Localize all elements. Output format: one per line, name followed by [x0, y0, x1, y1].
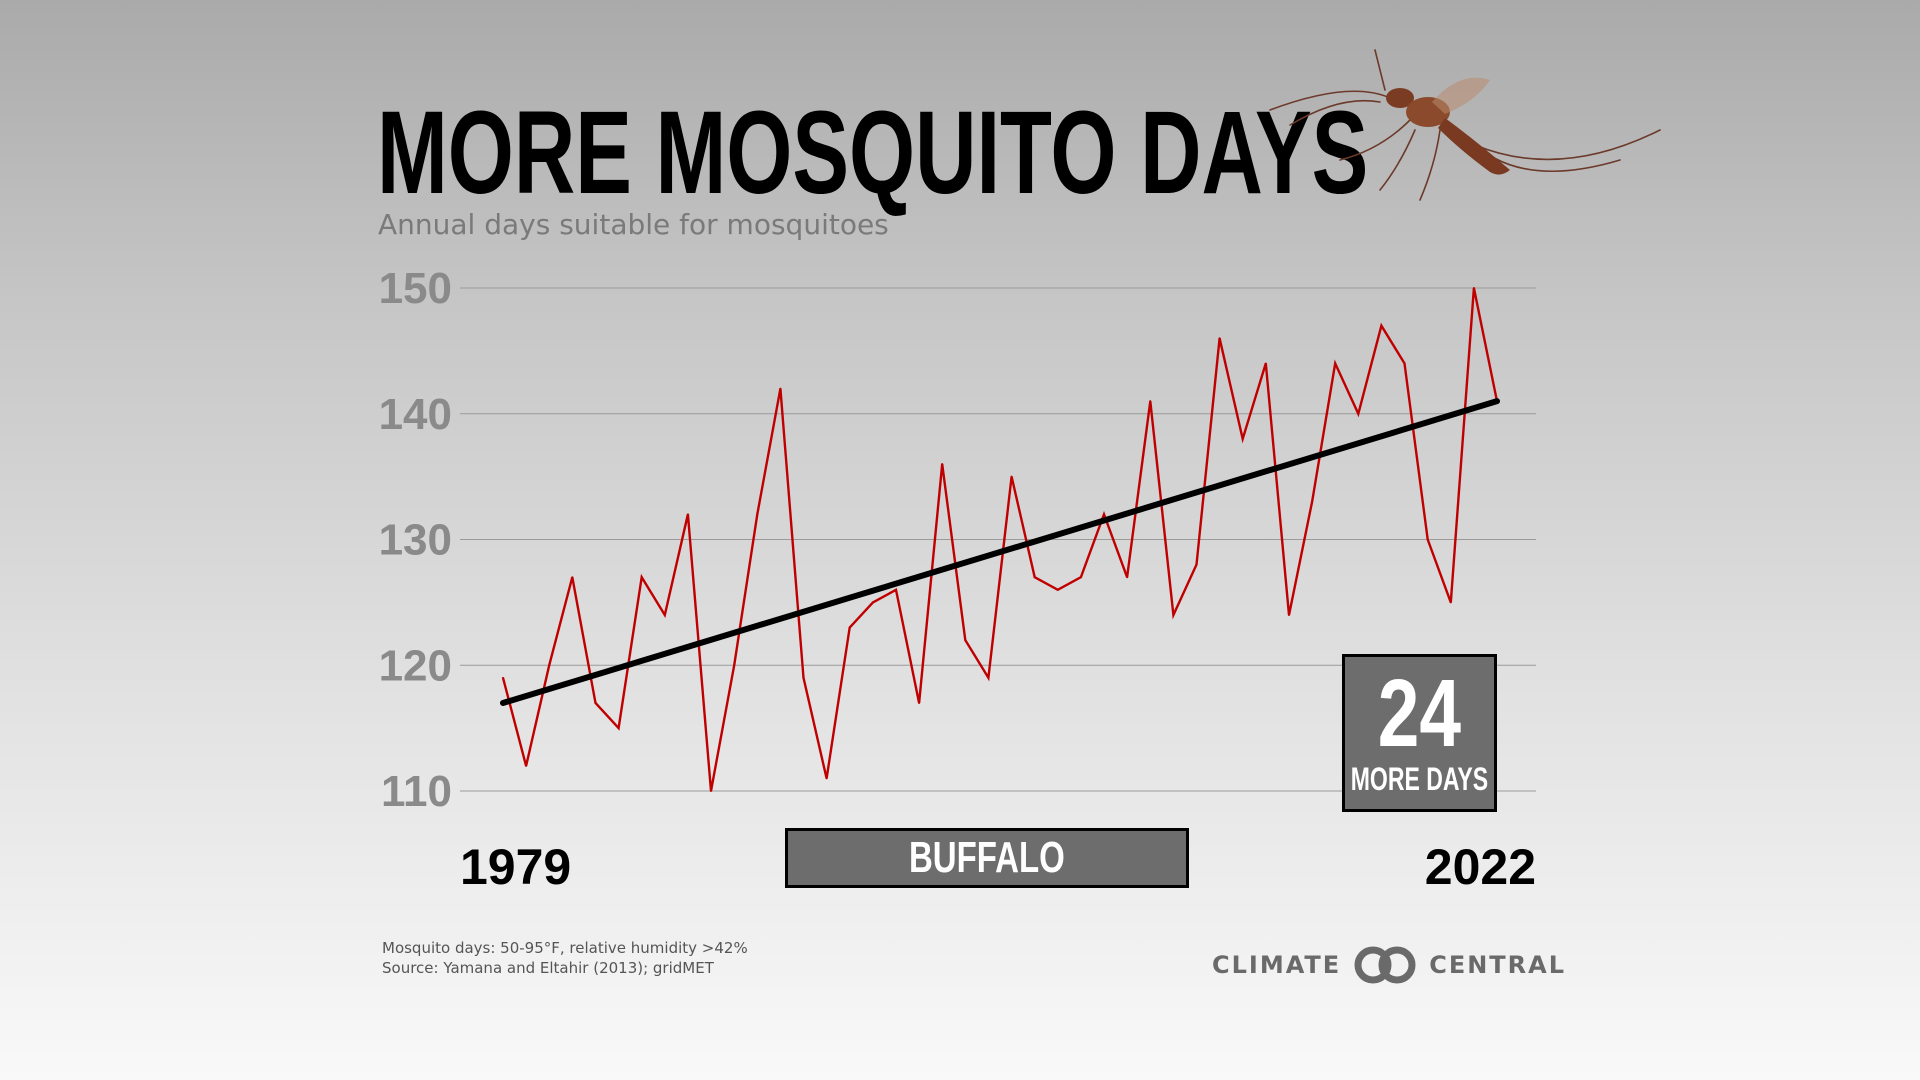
x-tick-label-start: 1979: [460, 839, 571, 895]
data-point-1979: [502, 676, 504, 679]
logo-text-right: CENTRAL: [1429, 951, 1567, 979]
more-days-callout: 24 MORE DAYS: [1342, 654, 1497, 812]
y-tick-label: 130: [379, 516, 452, 565]
data-point-1981: [548, 664, 551, 667]
y-tick-label: 150: [379, 264, 452, 313]
data-point-2004: [1079, 576, 1082, 579]
data-point-1985: [640, 576, 643, 579]
mosquito-head: [1386, 88, 1414, 108]
data-point-1999: [964, 639, 967, 642]
mosquito-abdomen: [1438, 118, 1510, 175]
more-days-text: MORE DAYS: [1350, 761, 1489, 798]
footnote-definition: Mosquito days: 50-95°F, relative humidit…: [382, 939, 748, 957]
y-tick-label: 110: [381, 767, 452, 816]
data-point-1992: [802, 676, 805, 679]
data-point-1998: [941, 463, 944, 466]
mosquito-days-line: [501, 287, 1499, 792]
series-layer: [501, 287, 1499, 792]
data-point-1984: [617, 727, 620, 730]
x-tick-label-end: 2022: [1425, 839, 1536, 895]
more-days-number: 24: [1377, 659, 1462, 767]
data-point-1996: [894, 588, 897, 591]
data-point-2020: [1449, 601, 1452, 604]
data-point-2002: [1033, 576, 1036, 579]
data-point-2018: [1403, 362, 1406, 365]
data-point-1991: [779, 387, 782, 390]
data-point-2008: [1172, 613, 1175, 616]
data-point-2012: [1264, 362, 1267, 365]
data-point-1980: [525, 764, 528, 767]
footnote: Mosquito days: 50-95°F, relative humidit…: [382, 938, 748, 978]
data-point-2005: [1103, 513, 1106, 516]
logo-text-left: CLIMATE: [1212, 951, 1342, 979]
data-point-1997: [918, 701, 921, 704]
data-point-1990: [756, 513, 759, 516]
data-point-2006: [1126, 576, 1129, 579]
data-point-2013: [1287, 613, 1290, 616]
data-point-1988: [710, 790, 713, 792]
data-point-2003: [1056, 588, 1059, 591]
data-point-1987: [686, 513, 689, 516]
chart-subtitle: Annual days suitable for mosquitoes: [378, 208, 889, 241]
data-point-2009: [1195, 563, 1198, 566]
city-label-box: BUFFALO: [785, 828, 1189, 888]
data-point-2014: [1311, 500, 1314, 503]
data-point-2000: [987, 676, 990, 679]
data-point-1986: [663, 613, 666, 616]
data-point-2021: [1472, 287, 1475, 289]
climate-central-logo: CLIMATE CENTRAL: [1212, 946, 1566, 984]
data-point-2019: [1426, 538, 1429, 541]
data-point-2001: [1010, 475, 1013, 478]
trend-line: [500, 398, 1500, 706]
data-point-1982: [571, 576, 574, 579]
data-point-1994: [848, 626, 851, 629]
y-tick-label: 140: [379, 390, 452, 439]
data-point-2017: [1380, 324, 1383, 327]
footnote-source: Source: Yamana and Eltahir (2013); gridM…: [382, 959, 714, 977]
data-point-1993: [825, 777, 828, 780]
data-point-1983: [594, 701, 597, 704]
data-point-2015: [1334, 362, 1337, 365]
y-tick-label: 120: [379, 641, 452, 690]
data-point-1989: [733, 664, 736, 667]
data-point-2011: [1241, 437, 1244, 440]
trend-layer: [500, 398, 1500, 706]
y-axis-ticks: 110 120 130 140 150: [379, 264, 452, 816]
city-label: BUFFALO: [909, 833, 1065, 882]
page-title: MORE MOSQUITO DAYS: [377, 87, 1369, 219]
data-point-2007: [1149, 400, 1152, 403]
logo-rings-icon: [1354, 946, 1416, 984]
mosquito-illustration: [1269, 49, 1661, 201]
mosquito-wing: [1432, 77, 1490, 114]
data-point-1995: [871, 601, 874, 604]
data-point-2016: [1357, 412, 1360, 415]
data-point-2010: [1218, 337, 1221, 340]
